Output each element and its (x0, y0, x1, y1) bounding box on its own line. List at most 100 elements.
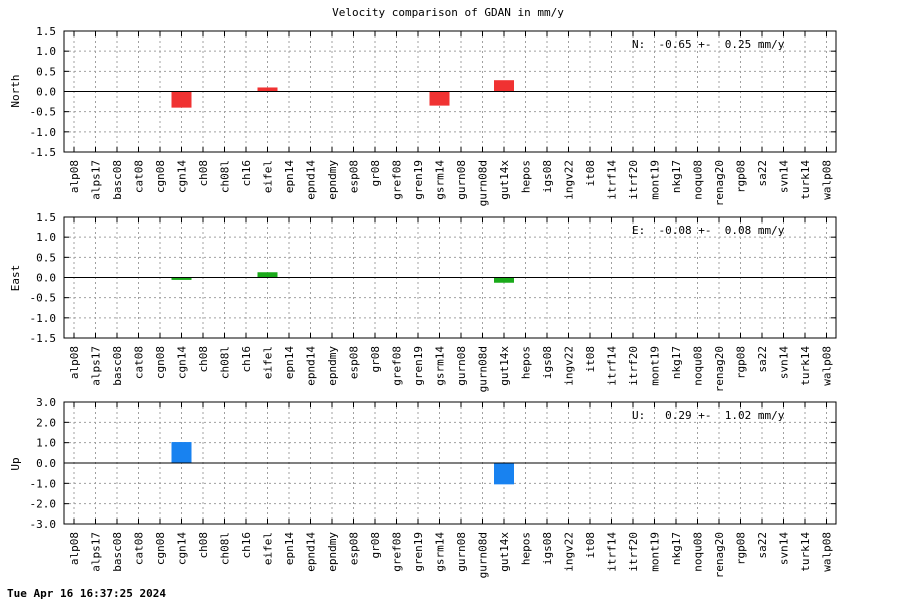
y-tick-label: -3.0 (30, 518, 57, 531)
x-tick-label-nkg17: nkg17 (670, 346, 683, 379)
y-tick-label: 0.0 (36, 86, 56, 99)
x-tick-label-hepos: hepos (520, 532, 533, 565)
x-tick-label-gsrm14: gsrm14 (434, 532, 447, 572)
x-tick-label-hepos: hepos (520, 346, 533, 379)
y-tick-label: -1.5 (30, 146, 57, 159)
x-tick-label-alp08: alp08 (68, 346, 81, 379)
x-tick-label-esp08: esp08 (348, 532, 361, 565)
x-tick-label-eifel: eifel (262, 346, 275, 379)
x-tick-label-itrf20: itrf20 (627, 346, 640, 386)
y-axis-label: East (9, 265, 22, 292)
x-tick-label-alp08: alp08 (68, 160, 81, 193)
x-tick-label-svn14: svn14 (778, 346, 791, 379)
y-tick-label: 0.0 (36, 457, 56, 470)
x-tick-label-ch16: ch16 (240, 160, 253, 187)
x-tick-label-gsrm14: gsrm14 (434, 160, 447, 200)
x-tick-label-it08: it08 (584, 160, 597, 187)
x-tick-label-cgn08: cgn08 (154, 346, 167, 379)
x-tick-label-gren19: gren19 (412, 346, 425, 386)
x-tick-label-mont19: mont19 (649, 346, 662, 386)
x-tick-label-gref08: gref08 (391, 346, 404, 386)
y-tick-label: -1.0 (30, 126, 57, 139)
x-tick-label-noqu08: noqu08 (692, 346, 705, 386)
x-tick-label-cgn14: cgn14 (176, 532, 189, 565)
panel-annotation: E: -0.08 +- 0.08 mm/y (632, 224, 785, 237)
x-tick-label-epndmy: epndmy (326, 160, 339, 200)
x-tick-label-gurn08d: gurn08d (477, 532, 490, 578)
x-tick-label-rgp08: rgp08 (735, 346, 748, 379)
x-tick-label-renag20: renag20 (713, 346, 726, 392)
x-tick-label-alps17: alps17 (90, 532, 103, 572)
y-tick-label: 0.5 (36, 251, 56, 264)
x-tick-label-cgn08: cgn08 (154, 160, 167, 193)
panel-annotation: U: 0.29 +- 1.02 mm/y (632, 409, 785, 422)
y-tick-label: -1.0 (30, 477, 57, 490)
x-tick-label-cgn08: cgn08 (154, 532, 167, 565)
y-tick-label: 1.5 (36, 25, 56, 38)
x-tick-label-nkg17: nkg17 (670, 532, 683, 565)
x-tick-label-rgp08: rgp08 (735, 160, 748, 193)
x-tick-label-igs08: igs08 (541, 160, 554, 193)
x-tick-label-gref08: gref08 (391, 160, 404, 200)
x-tick-label-epndmy: epndmy (326, 346, 339, 386)
bar-gut14x (494, 277, 514, 283)
y-tick-label: 3.0 (36, 396, 56, 409)
x-tick-label-ch08l: ch08l (219, 160, 232, 193)
x-tick-label-alps17: alps17 (90, 160, 103, 200)
bar-cgn14 (171, 277, 192, 280)
x-tick-label-itrf14: itrf14 (606, 160, 619, 200)
x-tick-label-turk14: turk14 (799, 532, 812, 572)
y-tick-label: -1.0 (30, 312, 57, 325)
x-tick-label-gsrm14: gsrm14 (434, 346, 447, 386)
x-tick-label-basc08: basc08 (111, 532, 124, 572)
x-tick-label-cgn14: cgn14 (176, 346, 189, 379)
x-tick-label-cat08: cat08 (133, 532, 146, 565)
x-tick-label-gut14x: gut14x (498, 532, 511, 572)
y-tick-label: 1.0 (36, 45, 56, 58)
x-tick-label-sa22: sa22 (756, 160, 769, 187)
y-tick-label: 1.5 (36, 211, 56, 224)
x-tick-label-ch08: ch08 (197, 532, 210, 559)
x-tick-label-svn14: svn14 (778, 160, 791, 193)
bar-gut14x (494, 80, 514, 92)
y-tick-label: 2.0 (36, 416, 56, 429)
x-tick-label-walp08: walp08 (821, 346, 834, 386)
x-tick-label-gurn08: gurn08 (455, 532, 468, 572)
x-tick-label-gren19: gren19 (412, 532, 425, 572)
x-tick-label-gut14x: gut14x (498, 160, 511, 200)
x-tick-label-ingv22: ingv22 (563, 532, 576, 572)
x-tick-label-eifel: eifel (262, 532, 275, 565)
bar-gut14x (494, 463, 514, 485)
x-tick-label-ch08l: ch08l (219, 346, 232, 379)
x-tick-label-nkg17: nkg17 (670, 160, 683, 193)
x-tick-label-renag20: renag20 (713, 160, 726, 206)
x-tick-label-renag20: renag20 (713, 532, 726, 578)
x-tick-label-it08: it08 (584, 346, 597, 373)
x-tick-label-gren19: gren19 (412, 160, 425, 200)
x-tick-label-mont19: mont19 (649, 160, 662, 200)
x-tick-label-gr08: gr08 (369, 160, 382, 187)
x-tick-label-epndmy: epndmy (326, 532, 339, 572)
x-tick-label-epn14: epn14 (283, 160, 296, 193)
x-tick-label-walp08: walp08 (821, 532, 834, 572)
x-tick-label-gut14x: gut14x (498, 346, 511, 386)
x-tick-label-epn14: epn14 (283, 532, 296, 565)
y-tick-label: 0.5 (36, 65, 56, 78)
x-tick-label-turk14: turk14 (799, 346, 812, 386)
bar-cgn14 (171, 91, 192, 108)
y-tick-label: -2.0 (30, 498, 57, 511)
x-tick-label-basc08: basc08 (111, 346, 124, 386)
x-tick-label-itrf20: itrf20 (627, 532, 640, 572)
x-tick-label-hepos: hepos (520, 160, 533, 193)
x-tick-label-epn14: epn14 (283, 346, 296, 379)
x-tick-label-ch08l: ch08l (219, 532, 232, 565)
x-tick-label-sa22: sa22 (756, 532, 769, 559)
x-tick-label-epnd14: epnd14 (305, 160, 318, 200)
x-tick-label-esp08: esp08 (348, 160, 361, 193)
x-tick-label-ingv22: ingv22 (563, 346, 576, 386)
x-tick-label-ingv22: ingv22 (563, 160, 576, 200)
y-tick-label: -0.5 (30, 292, 57, 305)
x-tick-label-rgp08: rgp08 (735, 532, 748, 565)
x-tick-label-gr08: gr08 (369, 532, 382, 559)
x-tick-label-epnd14: epnd14 (305, 346, 318, 386)
